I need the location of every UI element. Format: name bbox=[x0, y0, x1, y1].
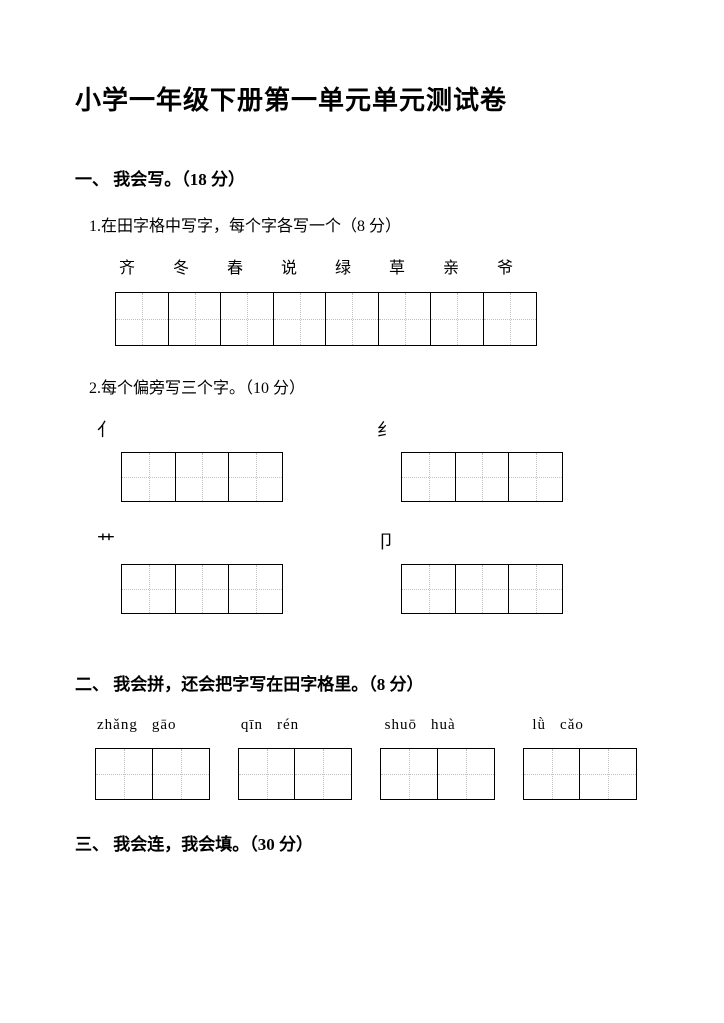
pinyin-syllable: gāo bbox=[152, 717, 177, 734]
pinyin-syllable: rén bbox=[277, 717, 299, 734]
tian-cell[interactable] bbox=[523, 748, 581, 800]
tian-cell[interactable] bbox=[401, 452, 456, 502]
page-title: 小学一年级下册第一单元单元测试卷 bbox=[75, 80, 649, 117]
pinyin-grids-row bbox=[75, 748, 649, 800]
tian-cell[interactable] bbox=[294, 748, 352, 800]
radical-group: 艹 bbox=[89, 528, 369, 614]
section-3-header: 三、 我会连，我会填。（30 分） bbox=[75, 830, 649, 855]
char-label: 春 bbox=[225, 254, 245, 278]
radical-section: 亻 纟 艹 卩 bbox=[75, 416, 649, 640]
pinyin-syllable: cǎo bbox=[560, 717, 584, 734]
pinyin-pair bbox=[238, 748, 353, 800]
tian-cell[interactable] bbox=[228, 564, 283, 614]
tian-cell[interactable] bbox=[579, 748, 637, 800]
pinyin-pair bbox=[380, 748, 495, 800]
char-label: 绿 bbox=[333, 254, 353, 278]
tian-cell[interactable] bbox=[168, 292, 222, 346]
tian-cell[interactable] bbox=[273, 292, 327, 346]
tian-cell[interactable] bbox=[483, 292, 537, 346]
pinyin-syllable: huà bbox=[431, 717, 456, 734]
pinyin-group: lǜ cǎo bbox=[532, 717, 649, 734]
radical-grid bbox=[369, 452, 649, 502]
tian-cell[interactable] bbox=[238, 748, 296, 800]
char-label: 齐 bbox=[117, 254, 137, 278]
char-label: 爷 bbox=[495, 254, 515, 278]
tian-cell[interactable] bbox=[121, 564, 176, 614]
radical-label: 纟 bbox=[369, 416, 649, 442]
section-1-header: 一、 我会写。（18 分） bbox=[75, 165, 649, 190]
tian-cell[interactable] bbox=[228, 452, 283, 502]
char-label: 说 bbox=[279, 254, 299, 278]
tian-cell[interactable] bbox=[175, 564, 230, 614]
tian-grid-row-8 bbox=[75, 292, 649, 346]
tian-cell[interactable] bbox=[455, 564, 510, 614]
sub-item-1-1: 1.在田字格中写字，每个字各写一个（8 分） bbox=[75, 212, 649, 236]
char-labels-row: 齐 冬 春 说 绿 草 亲 爷 bbox=[75, 254, 649, 278]
radical-group: 纟 bbox=[369, 416, 649, 502]
tian-cell[interactable] bbox=[380, 748, 438, 800]
tian-cell[interactable] bbox=[220, 292, 274, 346]
radical-label: 艹 bbox=[89, 528, 369, 554]
pinyin-group: zhǎng gāo bbox=[97, 717, 241, 734]
radical-grid bbox=[89, 452, 369, 502]
radical-grid bbox=[369, 564, 649, 614]
pinyin-row: zhǎng gāo qīn rén shuō huà lǜ cǎo bbox=[75, 717, 649, 734]
pinyin-pair bbox=[95, 748, 210, 800]
tian-cell[interactable] bbox=[455, 452, 510, 502]
char-label: 亲 bbox=[441, 254, 461, 278]
tian-cell[interactable] bbox=[430, 292, 484, 346]
tian-cell[interactable] bbox=[508, 452, 563, 502]
pinyin-group: shuō huà bbox=[385, 717, 533, 734]
pinyin-syllable: zhǎng bbox=[97, 717, 138, 734]
tian-cell[interactable] bbox=[115, 292, 169, 346]
tian-cell[interactable] bbox=[152, 748, 210, 800]
sub-item-1-2: 2.每个偏旁写三个字。（10 分） bbox=[75, 374, 649, 398]
radical-label: 亻 bbox=[89, 416, 369, 442]
tian-cell[interactable] bbox=[325, 292, 379, 346]
tian-cell[interactable] bbox=[121, 452, 176, 502]
pinyin-pair bbox=[523, 748, 638, 800]
pinyin-group: qīn rén bbox=[241, 717, 385, 734]
tian-cell[interactable] bbox=[437, 748, 495, 800]
tian-cell[interactable] bbox=[508, 564, 563, 614]
tian-cell[interactable] bbox=[95, 748, 153, 800]
tian-cell[interactable] bbox=[401, 564, 456, 614]
char-label: 草 bbox=[387, 254, 407, 278]
radical-group: 亻 bbox=[89, 416, 369, 502]
section-2-header: 二、 我会拼，还会把字写在田字格里。（8 分） bbox=[75, 670, 649, 695]
pinyin-syllable: qīn bbox=[241, 717, 263, 734]
radical-label: 卩 bbox=[369, 528, 649, 554]
char-label: 冬 bbox=[171, 254, 191, 278]
pinyin-syllable: lǜ bbox=[532, 717, 546, 734]
pinyin-syllable: shuō bbox=[385, 717, 417, 734]
radical-grid bbox=[89, 564, 369, 614]
tian-cell[interactable] bbox=[175, 452, 230, 502]
radical-group: 卩 bbox=[369, 528, 649, 614]
tian-cell[interactable] bbox=[378, 292, 432, 346]
